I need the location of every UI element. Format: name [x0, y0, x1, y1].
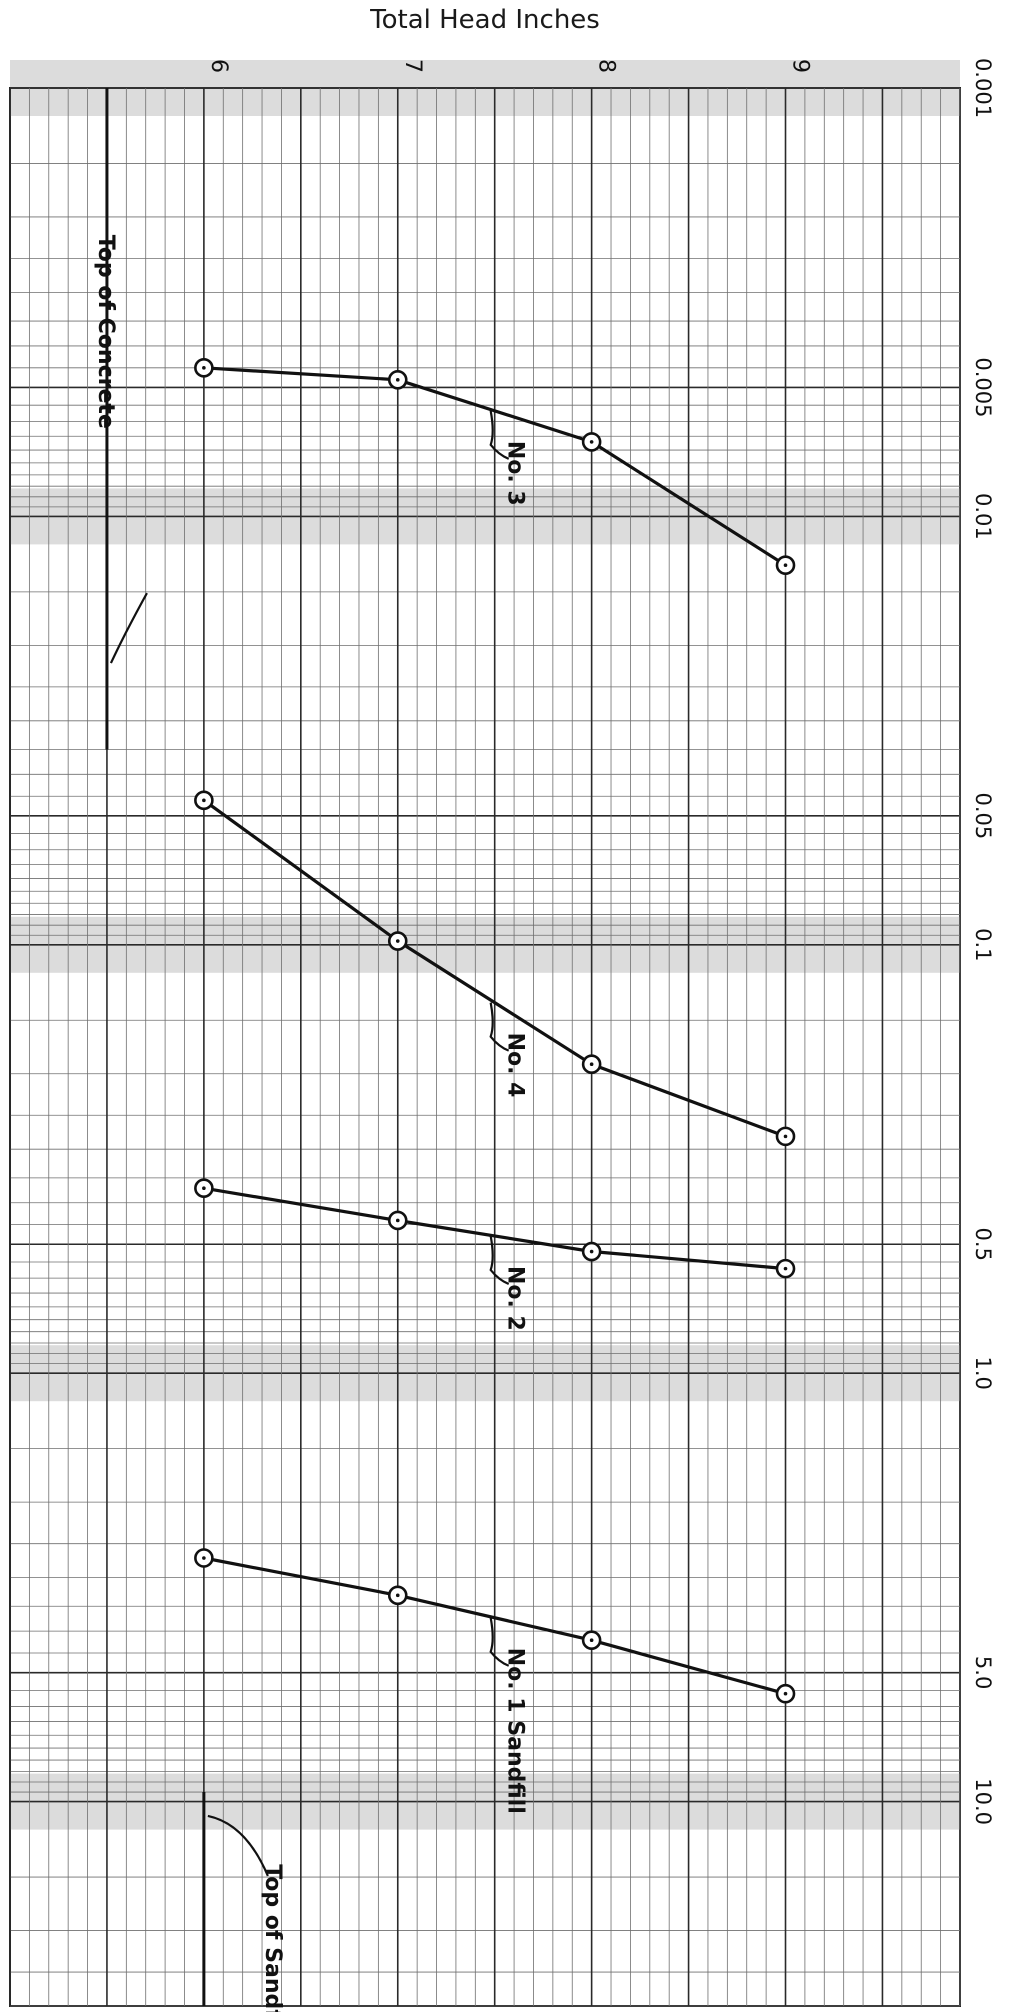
series-label: No. 2	[503, 1266, 528, 1331]
data-point-center	[395, 939, 400, 943]
head-tick-label: 8	[594, 59, 619, 73]
data-point-center	[395, 1593, 400, 1598]
series-leader	[489, 410, 510, 460]
data-point-center	[202, 798, 206, 803]
plot-frame	[9, 87, 961, 2007]
data-point-center	[783, 1134, 788, 1139]
reference-label: Top of Sandfill	[260, 1864, 285, 2012]
series-group: No. 4	[194, 790, 796, 1147]
log-tick-label: 0.01	[971, 493, 995, 540]
data-point-center	[202, 1556, 206, 1560]
reference-label: Top of Concrete	[93, 235, 118, 429]
data-point-center	[589, 1638, 594, 1643]
data-point-center	[395, 378, 400, 382]
series-line	[203, 1186, 786, 1271]
log-tick-label: 10.0	[971, 1778, 995, 1825]
reference-leader	[207, 1814, 269, 1877]
log-tick-label: 0.005	[971, 357, 995, 417]
head-tick-label: 7	[400, 59, 425, 73]
head-tick-label: 9	[788, 59, 813, 73]
log-tick-label: 0.5	[971, 1228, 995, 1261]
series-line	[203, 1556, 786, 1696]
axis-tick-labels: 6 7 8 9 0.001 0.005 0.01 0.05 0.1 0.5 1.0 5.0 10.0	[206, 58, 995, 1825]
data-point-center	[589, 440, 594, 444]
series-leader	[489, 1617, 510, 1667]
series-label: No. 3	[503, 441, 528, 506]
series-group: No. 3	[194, 358, 796, 576]
series-leader	[489, 1235, 510, 1286]
series-leader	[489, 1002, 510, 1052]
series-label: No. 4	[503, 1033, 528, 1098]
data-point-center	[202, 1186, 206, 1191]
chart-series: No. 3 No. 4 No. 2 No. 1 Sandfill	[194, 358, 796, 1814]
reference-lines: Top of Concrete Top of Sandfill	[93, 88, 285, 2012]
data-point-center	[589, 1062, 594, 1067]
series-group: No. 2	[194, 1178, 796, 1331]
data-point-center	[783, 563, 788, 568]
data-point-center	[589, 1249, 594, 1254]
series-line	[203, 366, 787, 567]
log-tick-label: 5.0	[971, 1656, 995, 1689]
log-tick-label: 1.0	[971, 1356, 995, 1389]
data-point-center	[395, 1218, 400, 1223]
series-group: No. 1 Sandfill	[194, 1548, 796, 1814]
data-point-center	[202, 366, 206, 370]
series-label: No. 1 Sandfill	[503, 1648, 528, 1814]
chart-grid	[9, 60, 961, 2007]
reference-leader	[109, 592, 148, 664]
log-tick-label: 0.05	[971, 792, 995, 839]
log-tick-label: 0.1	[971, 928, 995, 961]
series-line	[202, 799, 787, 1138]
chart-title: Total Head Inches	[369, 5, 600, 35]
data-point-center	[783, 1691, 788, 1696]
data-point-center	[783, 1266, 788, 1271]
log-tick-label: 0.001	[971, 58, 995, 118]
head-tick-label: 6	[206, 59, 231, 73]
